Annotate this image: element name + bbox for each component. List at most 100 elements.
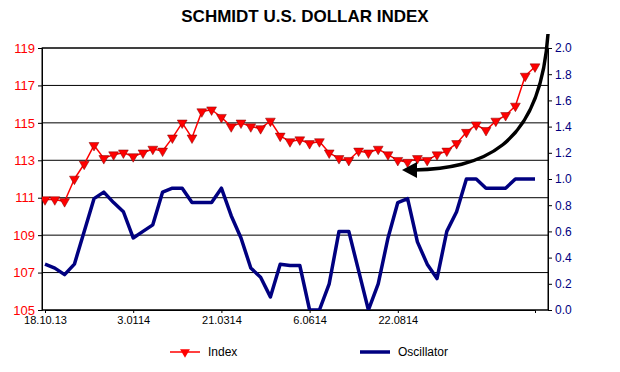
marker (50, 197, 60, 206)
tick-mark (548, 74, 552, 75)
tick: 1.0 (548, 172, 572, 186)
tick-label: 1.6 (555, 94, 572, 108)
marker (89, 142, 99, 151)
marker (69, 176, 79, 185)
marker (216, 114, 226, 123)
legend-swatch (360, 350, 390, 354)
marker (158, 148, 168, 157)
tick-mark (548, 205, 552, 206)
axis-line (46, 311, 536, 314)
marker (442, 148, 452, 157)
marker (99, 156, 109, 165)
series-line (45, 179, 535, 310)
tick-label: 113 (14, 153, 35, 168)
tick: 115 (14, 116, 42, 131)
tick: 113 (14, 153, 42, 168)
tick: 22.0814 (378, 310, 418, 326)
tick-mark (548, 258, 552, 259)
arrow-head (402, 162, 417, 178)
tick-label: 117 (14, 78, 35, 93)
tick: 119 (14, 41, 42, 56)
marker (334, 156, 344, 165)
tick-label: 115 (14, 116, 35, 131)
marker (197, 109, 207, 118)
tick-mark (45, 310, 46, 313)
marker (520, 73, 530, 82)
tick-label: 6.0614 (293, 314, 327, 326)
marker (461, 129, 471, 138)
marker (148, 146, 158, 155)
tick-label: 18.10.13 (24, 314, 67, 326)
marker (285, 139, 295, 148)
plot-frame (42, 48, 548, 310)
marker (207, 107, 217, 116)
tick-label: 21.0314 (202, 314, 242, 326)
tick: 111 (15, 190, 42, 205)
grid-line (42, 235, 548, 236)
title: SCHMIDT U.S. DOLLAR INDEX (181, 7, 429, 26)
marker (109, 152, 119, 161)
tick-label: 119 (14, 41, 35, 56)
marker (79, 161, 89, 170)
legend: IndexOscillator (170, 345, 448, 359)
marker (432, 152, 442, 161)
tick: 0.8 (548, 199, 572, 213)
marker (118, 150, 128, 159)
marker (412, 156, 422, 165)
marker (314, 139, 324, 148)
tick-label: 0.0 (555, 303, 572, 317)
marker (530, 64, 540, 73)
tick-mark (548, 153, 552, 154)
marker (177, 120, 187, 129)
tick-mark (38, 198, 42, 199)
y2-axis: 0.00.20.40.60.81.01.21.41.61.82.0 (548, 41, 572, 317)
tick: 0.2 (548, 277, 572, 291)
series-line (45, 67, 535, 202)
grid-line (42, 272, 548, 273)
tick-mark (133, 310, 134, 313)
tick-label: 0.8 (555, 199, 572, 213)
tick: 0.4 (548, 251, 572, 265)
marker (324, 150, 334, 159)
tick-label: 0.2 (555, 277, 572, 291)
tick: 1.8 (548, 68, 572, 82)
tick-label: 1.4 (555, 120, 572, 134)
tick-mark (310, 310, 311, 313)
marker (167, 135, 177, 144)
tick: 1.2 (548, 146, 572, 160)
marker (295, 137, 305, 146)
marker (373, 146, 383, 155)
background (0, 0, 620, 372)
tick-label: 1.8 (555, 68, 572, 82)
tick-label: 1.2 (555, 146, 572, 160)
axis-line (38, 49, 43, 311)
marker (363, 150, 373, 159)
marker (481, 127, 491, 136)
tick: 1.6 (548, 94, 572, 108)
x-axis: 18.10.133.011421.03146.061422.0814 (24, 310, 535, 326)
marker (510, 103, 520, 112)
tick-mark (221, 310, 222, 313)
y-axis: 105107109111113115117119 (13, 41, 42, 318)
tick-label: 2.0 (555, 41, 572, 55)
tick-mark (38, 273, 42, 274)
tick: 1.4 (548, 120, 572, 134)
tick-mark (38, 123, 42, 124)
tick: 107 (13, 265, 42, 280)
marker (275, 133, 285, 142)
marker (393, 157, 403, 166)
tick: 117 (14, 78, 42, 93)
marker (187, 135, 197, 144)
marker (256, 126, 266, 135)
axis-line (549, 49, 553, 311)
tick-mark (548, 127, 552, 128)
tick: 109 (13, 228, 42, 243)
tick-label: 0.4 (555, 251, 572, 265)
tick: 2.0 (548, 41, 572, 55)
tick-mark (38, 235, 42, 236)
tick-label: 109 (13, 228, 35, 243)
legend-item: Oscillator (360, 345, 448, 359)
tick: 18.10.13 (24, 310, 67, 326)
legend-label: Oscillator (398, 345, 448, 359)
tick-mark (398, 310, 399, 313)
